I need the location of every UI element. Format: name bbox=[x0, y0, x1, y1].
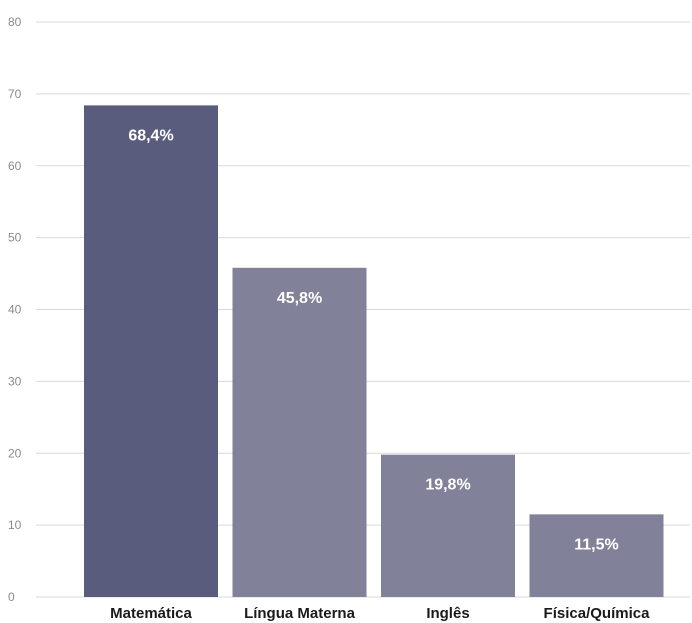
bar bbox=[529, 514, 664, 597]
y-tick-label: 30 bbox=[8, 374, 22, 388]
y-tick-label: 40 bbox=[8, 303, 22, 317]
category-label: Inglês bbox=[426, 605, 469, 622]
bars bbox=[84, 105, 664, 597]
y-tick-label: 10 bbox=[8, 518, 22, 532]
bar bbox=[232, 267, 367, 597]
category-label: Física/Química bbox=[544, 605, 651, 622]
category-labels: Matemática Língua Materna Inglês Física/Quí… bbox=[110, 605, 650, 622]
y-axis-ticks: 0 10 20 30 40 50 60 70 80 bbox=[8, 15, 22, 604]
y-tick-label: 60 bbox=[8, 159, 22, 173]
bar bbox=[381, 454, 515, 597]
y-tick-label: 0 bbox=[8, 590, 15, 604]
data-label: 68,4% bbox=[128, 127, 173, 144]
category-label: Língua Materna bbox=[244, 605, 356, 622]
y-tick-label: 50 bbox=[8, 231, 22, 245]
data-label: 11,5% bbox=[574, 536, 618, 553]
data-label: 45,8% bbox=[277, 290, 322, 307]
bar bbox=[84, 105, 218, 597]
data-labels: 68,4% 45,8% 19,8% 11,5% bbox=[128, 127, 618, 553]
data-label: 19,8% bbox=[425, 477, 470, 494]
y-tick-label: 70 bbox=[8, 87, 22, 101]
y-tick-label: 20 bbox=[8, 446, 22, 460]
y-tick-label: 80 bbox=[8, 15, 22, 29]
category-label: Matemática bbox=[110, 605, 192, 622]
